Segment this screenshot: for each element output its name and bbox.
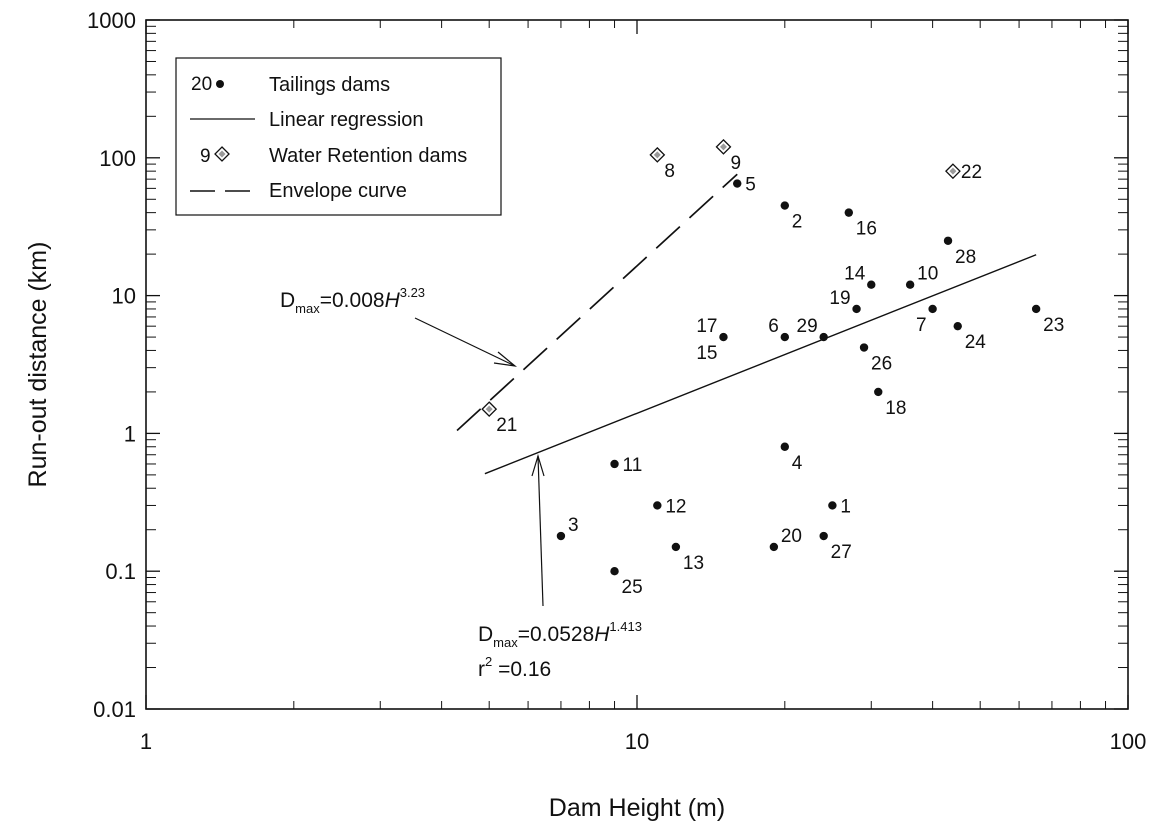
tailings-dam-point bbox=[653, 501, 662, 510]
point-label: 1 bbox=[840, 496, 851, 517]
point-label: 16 bbox=[856, 219, 877, 240]
y-tick-label: 0.01 bbox=[93, 697, 136, 722]
point-label: 29 bbox=[797, 316, 818, 337]
point-label: 27 bbox=[831, 542, 852, 563]
tailings-dam-point bbox=[556, 531, 566, 541]
point-label: 19 bbox=[829, 288, 850, 309]
water-retention-dam-point bbox=[649, 146, 666, 163]
point-label: 10 bbox=[917, 264, 938, 285]
x-tick-label: 1 bbox=[140, 729, 152, 754]
tailings-dam-point bbox=[943, 236, 953, 245]
point-label: 21 bbox=[496, 415, 517, 436]
tailings-dam-point bbox=[859, 343, 869, 352]
tailings-dam-point bbox=[844, 208, 853, 217]
point-label: 9 bbox=[730, 153, 741, 174]
regression-equation: Dmax=0.0528H1.413 bbox=[478, 619, 642, 650]
point-label: 28 bbox=[955, 247, 976, 268]
tailings-dam-point bbox=[953, 321, 962, 331]
legend-tailings-label: Tailings dams bbox=[269, 74, 390, 96]
envelope-equation-arrow bbox=[414, 317, 518, 367]
point-label: 12 bbox=[665, 496, 686, 517]
legend-water-sample-label: 9 bbox=[200, 146, 211, 167]
point-label: 20 bbox=[781, 526, 802, 547]
tailings-dam-point bbox=[671, 542, 681, 552]
legend: 20 Tailings dams Linear regression 9 Wat… bbox=[175, 57, 502, 216]
point-label: 13 bbox=[683, 553, 704, 574]
envelope-equation: Dmax=0.008H3.23 bbox=[280, 285, 425, 316]
tailings-dam-point bbox=[610, 567, 619, 576]
tailings-dam-point bbox=[733, 179, 742, 188]
axes: 1 10 100 0.01 0.1 1 10 100 1000 Dam Height (m) Run… bbox=[24, 8, 1146, 822]
r-squared-label: r2 =0.16 bbox=[478, 654, 551, 681]
data-points bbox=[481, 138, 1041, 576]
water-retention-dam-point bbox=[481, 401, 498, 418]
point-label: 18 bbox=[885, 398, 906, 419]
tailings-dam-point bbox=[828, 501, 837, 510]
point-label: 2 bbox=[792, 212, 803, 233]
point-label: 11 bbox=[623, 455, 643, 476]
legend-tailings-sample-label: 20 bbox=[191, 74, 212, 95]
regression-equation-arrow bbox=[531, 453, 545, 607]
point-label: 22 bbox=[961, 162, 982, 183]
x-tick-label: 10 bbox=[625, 729, 649, 754]
point-label: 15 bbox=[696, 343, 717, 364]
tailings-dam-point bbox=[780, 442, 790, 451]
x-tick-label: 100 bbox=[1110, 729, 1147, 754]
tailings-dam-point bbox=[874, 387, 883, 397]
tailings-dam-point bbox=[780, 201, 790, 210]
tailings-dam-point bbox=[867, 280, 876, 289]
point-label: 7 bbox=[916, 315, 927, 336]
point-label: 23 bbox=[1043, 315, 1064, 336]
legend-envelope-label: Envelope curve bbox=[269, 180, 407, 202]
tailings-dam-point bbox=[819, 332, 828, 342]
point-label: 17 bbox=[696, 316, 717, 337]
y-tick-label: 1 bbox=[124, 421, 136, 446]
tailings-dam-point bbox=[610, 459, 619, 469]
point-label: 3 bbox=[568, 515, 579, 536]
tailings-dam-point bbox=[905, 280, 915, 289]
water-retention-dam-point bbox=[945, 163, 961, 180]
y-tick-label: 100 bbox=[99, 146, 136, 171]
legend-water-label: Water Retention dams bbox=[269, 145, 467, 167]
point-label: 6 bbox=[768, 316, 779, 337]
regression-line bbox=[484, 254, 1037, 475]
tailings-dam-point bbox=[719, 332, 728, 342]
point-label: 4 bbox=[792, 453, 803, 474]
tailings-dam-point bbox=[819, 531, 828, 541]
envelope-curve bbox=[456, 173, 738, 432]
y-axis-title: Run-out distance (km) bbox=[24, 242, 52, 488]
tailings-dam-point bbox=[928, 304, 937, 314]
point-label: 14 bbox=[844, 264, 866, 285]
point-label: 5 bbox=[745, 175, 756, 196]
tailings-dam-point bbox=[1031, 304, 1041, 314]
y-tick-label: 1000 bbox=[87, 8, 136, 33]
fit-lines bbox=[456, 173, 1037, 475]
legend-box bbox=[175, 57, 502, 216]
point-label: 26 bbox=[871, 354, 892, 375]
y-tick-label: 10 bbox=[112, 284, 136, 309]
point-label: 24 bbox=[965, 332, 987, 353]
water-retention-dam-point bbox=[715, 138, 732, 155]
legend-regression-label: Linear regression bbox=[269, 109, 424, 131]
legend-water-marker bbox=[214, 146, 230, 162]
tailings-dam-point bbox=[780, 332, 790, 342]
x-axis-title: Dam Height (m) bbox=[549, 794, 725, 822]
tailings-dam-point bbox=[852, 304, 861, 314]
tailings-dam-point bbox=[769, 542, 779, 552]
y-tick-label: 0.1 bbox=[105, 559, 136, 584]
point-label: 8 bbox=[664, 161, 675, 182]
point-label: 25 bbox=[622, 577, 643, 598]
legend-tailings-marker bbox=[216, 80, 224, 88]
